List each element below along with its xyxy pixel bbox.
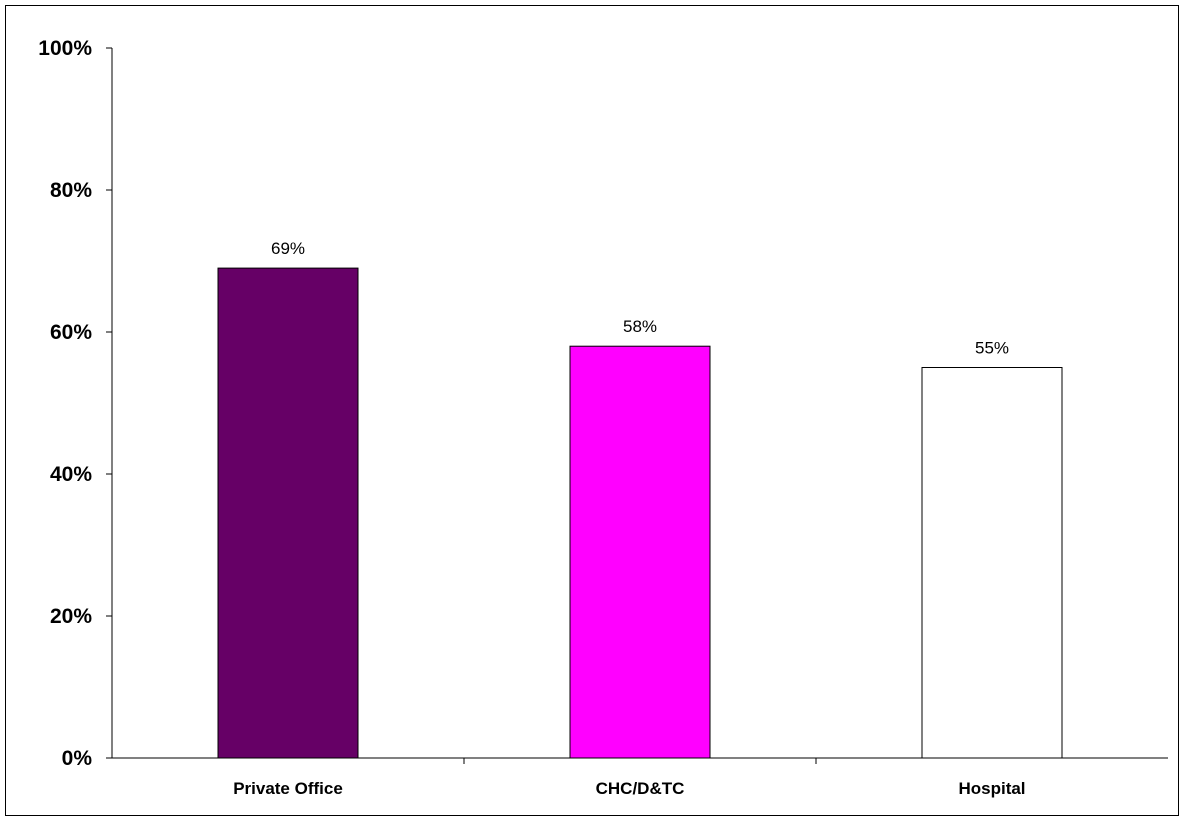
y-tick-label: 60% [50, 321, 92, 344]
y-tick-label: 80% [50, 179, 92, 202]
bars: 69% 58% 55% [217, 239, 1063, 759]
bar [569, 345, 711, 759]
x-axis: Private Office CHC/D&TC Hospital [112, 757, 1168, 798]
y-axis: 0% 20% 40% 60% 80% 100% [38, 37, 113, 770]
data-label: 69% [271, 239, 305, 258]
x-tick-label: Hospital [958, 779, 1025, 798]
bar [921, 367, 1063, 759]
y-tick-label: 40% [50, 463, 92, 486]
x-tick-label: Private Office [233, 779, 343, 798]
x-tick-label: CHC/D&TC [596, 779, 685, 798]
data-label: 58% [623, 317, 657, 336]
y-tick-label: 100% [38, 37, 92, 60]
y-tick-label: 0% [62, 747, 93, 770]
data-label: 55% [975, 339, 1009, 358]
bar [217, 267, 359, 759]
y-tick-label: 20% [50, 605, 92, 628]
